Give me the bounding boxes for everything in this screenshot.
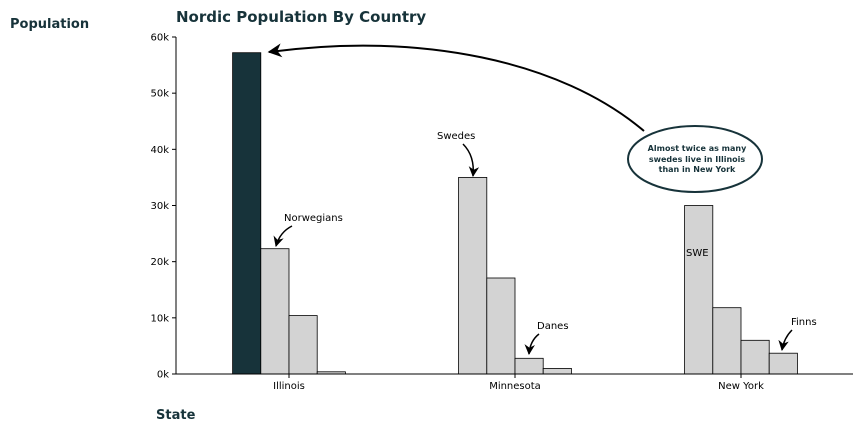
callout-line-1: Almost twice as many <box>648 144 747 153</box>
bar-new-york-1 <box>684 205 714 375</box>
callout-ellipse <box>627 125 763 193</box>
y-tick-label: 40k <box>150 145 169 156</box>
x-axis-title: State <box>156 408 196 423</box>
bar-minnesota-1 <box>458 176 488 375</box>
swedes-label: Swedes <box>437 131 475 142</box>
finns-arrow <box>778 329 793 352</box>
x-tick-label: New York <box>718 381 764 392</box>
swe-bar-label: SWE <box>686 248 709 259</box>
callout-bubble: Almost twice as many swedes live in Illi… <box>627 125 763 193</box>
norwegians-label: Norwegians <box>284 213 343 224</box>
norwegians-arrow <box>273 225 293 248</box>
callout-arrow <box>267 43 645 132</box>
annotation-danes: Danes <box>524 321 569 356</box>
annotation-finns: Finns <box>778 317 817 352</box>
bar-illinois-2 <box>260 248 290 375</box>
danes-label: Danes <box>537 321 569 332</box>
annotation-swedes: Swedes <box>437 131 480 178</box>
bar-minnesota-2 <box>486 277 516 375</box>
x-tick-label: Illinois <box>273 381 305 392</box>
bar-illinois-3 <box>288 315 318 375</box>
y-ticks-group: 0k 10k 20k 30k 40k 50k 60k <box>150 33 176 381</box>
bars-group <box>232 52 798 375</box>
y-axis-title: Population <box>10 17 89 32</box>
danes-arrow <box>524 333 540 356</box>
finns-label: Finns <box>791 317 817 328</box>
y-tick-label: 20k <box>150 257 169 268</box>
bar-new-york-4 <box>768 352 798 375</box>
y-tick-label: 0k <box>157 370 169 381</box>
chart-title: Nordic Population By Country <box>176 8 426 26</box>
y-tick-label: 30k <box>150 201 169 212</box>
y-tick-label: 50k <box>150 89 169 100</box>
x-tick-label: Minnesota <box>489 381 541 392</box>
bar-new-york-2 <box>712 307 742 375</box>
annotation-norwegians: Norwegians <box>273 213 343 248</box>
bar-illinois-1 <box>232 52 262 375</box>
swedes-arrow <box>462 143 480 178</box>
x-ticks-group: Illinois Minnesota New York <box>273 374 764 392</box>
bar-new-york-3 <box>740 339 770 375</box>
callout-line-2: swedes live in Illinois <box>649 155 746 164</box>
bar-minnesota-3 <box>514 357 544 375</box>
callout-line-3: than in New York <box>659 165 736 174</box>
y-tick-label: 10k <box>150 313 169 324</box>
bar-minnesota-4 <box>542 367 572 375</box>
y-tick-label: 60k <box>150 33 169 44</box>
